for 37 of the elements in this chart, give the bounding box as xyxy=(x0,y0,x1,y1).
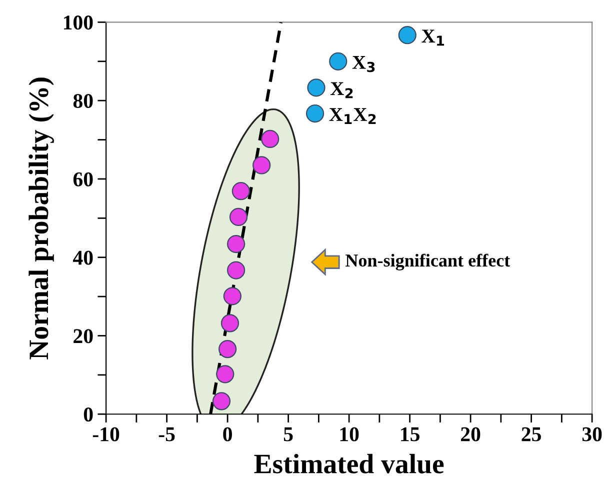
point xyxy=(306,104,324,123)
point xyxy=(227,234,246,254)
x-tick-label: -10 xyxy=(92,427,120,442)
x-tick-label: 0 xyxy=(223,427,232,442)
y-tick-label: 20 xyxy=(74,329,93,344)
point xyxy=(307,78,326,97)
annotation: X$_{2}$ xyxy=(330,82,353,98)
x-axis-title: Estimated value xyxy=(254,454,444,474)
point xyxy=(229,208,248,226)
point xyxy=(220,314,240,332)
point xyxy=(232,182,250,200)
point xyxy=(261,130,280,148)
x-tick-label: 15 xyxy=(401,427,420,442)
x-tick-label: -5 xyxy=(158,427,175,442)
y-tick-label: 0 xyxy=(84,407,93,422)
x-tick-label: 5 xyxy=(284,427,293,442)
annotation: Non-significant effect xyxy=(346,254,510,270)
point xyxy=(212,392,231,410)
x-tick-label: 25 xyxy=(522,427,541,442)
annotation: X$_{3}$ xyxy=(352,56,375,72)
x-tick-label: 30 xyxy=(582,427,602,442)
y-tick-label: 100 xyxy=(64,16,93,30)
annotation: X$_{1}$X$_{2}$ xyxy=(329,108,376,124)
annotation: X$_{1}$ xyxy=(422,30,444,46)
y-tick-label: 60 xyxy=(73,172,93,186)
point xyxy=(216,365,234,384)
point xyxy=(218,340,237,358)
x-tick-label: 10 xyxy=(340,427,359,442)
point xyxy=(227,261,246,280)
y-tick-label: 40 xyxy=(73,250,93,265)
y-tick-label: 80 xyxy=(73,94,93,108)
point xyxy=(252,156,271,174)
point xyxy=(223,287,242,306)
x-tick-label: 20 xyxy=(461,427,480,442)
point xyxy=(329,52,348,70)
point xyxy=(398,26,416,44)
y-axis-title: Normal probability (%) xyxy=(28,78,54,360)
